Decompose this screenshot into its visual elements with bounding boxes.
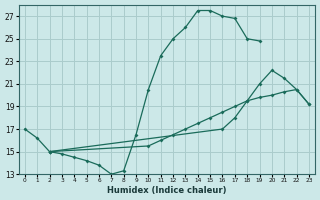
X-axis label: Humidex (Indice chaleur): Humidex (Indice chaleur) — [107, 186, 227, 195]
